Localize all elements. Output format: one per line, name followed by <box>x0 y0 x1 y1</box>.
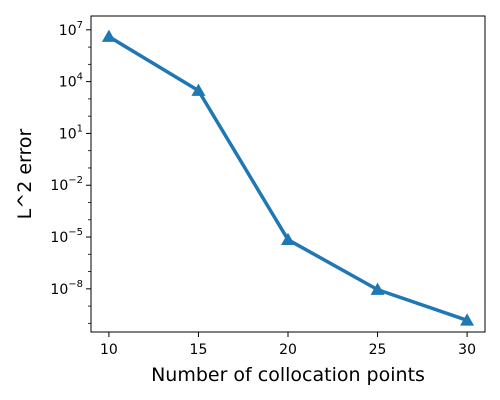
series-layer <box>101 29 475 326</box>
y-axis: 10−8 10−5 10−2 101 104 107 <box>50 20 91 324</box>
x-axis-title: Number of collocation points <box>151 364 425 386</box>
y-axis-title: L^2 error <box>14 129 36 220</box>
data-point-marker <box>101 29 116 42</box>
data-point-marker <box>281 232 295 245</box>
y-tick-label: 101 <box>59 123 83 142</box>
plot-area <box>90 15 486 333</box>
data-point-marker <box>460 313 475 326</box>
data-point-marker <box>370 282 385 295</box>
x-tick-label: 30 <box>458 342 476 358</box>
y-tick-label: 10−8 <box>50 279 83 298</box>
x-axis: 10 15 20 25 30 <box>100 332 476 358</box>
y-tick-label: 10−2 <box>50 175 83 194</box>
x-tick-label: 10 <box>100 342 118 358</box>
x-tick-label: 25 <box>369 342 387 358</box>
x-tick-label: 20 <box>279 342 297 358</box>
x-tick-label: 15 <box>190 342 208 358</box>
data-point-marker <box>191 83 206 96</box>
y-tick-label: 104 <box>59 72 83 91</box>
y-tick-label: 10−5 <box>50 227 83 246</box>
y-tick-label: 107 <box>59 20 83 39</box>
